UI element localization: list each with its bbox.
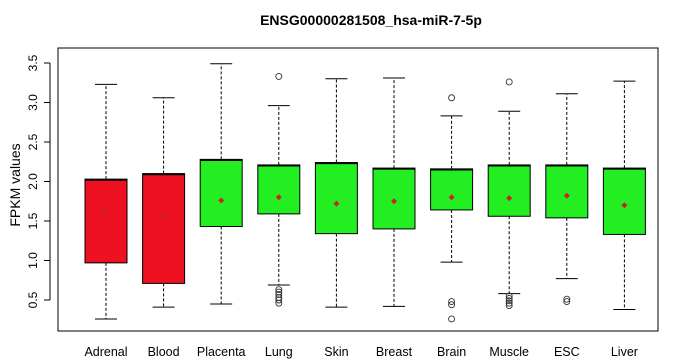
- mean-marker: [103, 208, 109, 215]
- plot-frame: [57, 47, 659, 332]
- iqr-box: [314, 162, 358, 235]
- x-tick-label: Brain: [437, 345, 466, 359]
- iqr-box: [84, 178, 128, 264]
- outlier-point: [563, 298, 571, 306]
- x-tick-label: Breast: [376, 345, 413, 359]
- outlier-point: [505, 297, 513, 305]
- box-brain: [430, 94, 474, 323]
- box-blood: [142, 97, 186, 308]
- iqr-box: [602, 167, 646, 235]
- y-tick-label: 2.5: [26, 133, 40, 150]
- box-lung: [257, 72, 301, 307]
- box-muscle: [487, 78, 531, 309]
- box-adrenal: [84, 83, 128, 320]
- y-tick-label: 0.5: [26, 291, 40, 308]
- mean-marker: [621, 202, 628, 209]
- x-tick-label: Blood: [148, 345, 180, 359]
- x-tick-label: Placenta: [197, 345, 246, 359]
- box-series: [84, 63, 646, 323]
- iqr-box: [545, 164, 589, 219]
- x-tick-label: Skin: [324, 345, 348, 359]
- outlier-point: [275, 299, 283, 307]
- outlier-point: [275, 72, 283, 80]
- box-placenta: [199, 63, 243, 305]
- mean-marker: [563, 192, 570, 199]
- box-liver: [602, 80, 646, 310]
- y-axis-label: FPKM values: [7, 143, 23, 226]
- x-tick-label: Liver: [611, 345, 638, 359]
- outlier-point: [275, 288, 283, 296]
- y-tick-label: 1.0: [26, 252, 40, 269]
- x-axis: Adrenal Blood Placenta Lung Skin Breast Brain M…: [84, 345, 637, 359]
- x-tick-label: Adrenal: [84, 345, 127, 359]
- y-tick-label: 2.0: [26, 173, 40, 190]
- mean-marker: [160, 210, 167, 217]
- y-axis: 0.5 1.0 1.5 2.0 2.5 3.0 3.5: [26, 54, 51, 308]
- mean-marker: [506, 195, 513, 202]
- iqr-box: [487, 164, 531, 217]
- outlier-point: [275, 291, 283, 298]
- iqr-box: [199, 158, 243, 228]
- outlier-point: [505, 292, 513, 300]
- mean-marker: [275, 194, 282, 201]
- outlier-point: [563, 295, 571, 303]
- y-tick-label: 1.5: [26, 212, 40, 229]
- mean-marker: [218, 197, 225, 204]
- box-skin: [314, 78, 358, 308]
- mean-marker: [391, 198, 397, 205]
- outlier-point: [448, 298, 456, 306]
- x-tick-label: ESC: [554, 345, 580, 359]
- box-breast: [372, 77, 416, 307]
- outlier-point: [505, 299, 513, 307]
- iqr-box: [257, 164, 301, 215]
- box-esc: [545, 93, 589, 306]
- outlier-point: [275, 296, 283, 304]
- x-tick-label: Lung: [265, 345, 293, 359]
- mean-marker: [448, 194, 455, 201]
- y-tick-label: 3.0: [26, 94, 40, 111]
- outlier-point: [275, 294, 283, 302]
- iqr-box: [430, 168, 474, 211]
- outlier-point: [448, 94, 456, 102]
- outlier-point: [448, 301, 456, 309]
- iqr-box: [142, 173, 186, 284]
- outlier-point: [275, 286, 283, 294]
- outlier-point: [505, 78, 513, 86]
- chart-title: ENSG00000281508_hsa-miR-7-5p: [260, 12, 482, 28]
- outlier-point: [505, 294, 513, 302]
- y-tick-label: 3.5: [26, 54, 40, 71]
- outlier-point: [448, 315, 456, 323]
- x-tick-label: Muscle: [489, 345, 529, 359]
- mean-marker: [333, 200, 340, 207]
- outlier-point: [505, 302, 513, 309]
